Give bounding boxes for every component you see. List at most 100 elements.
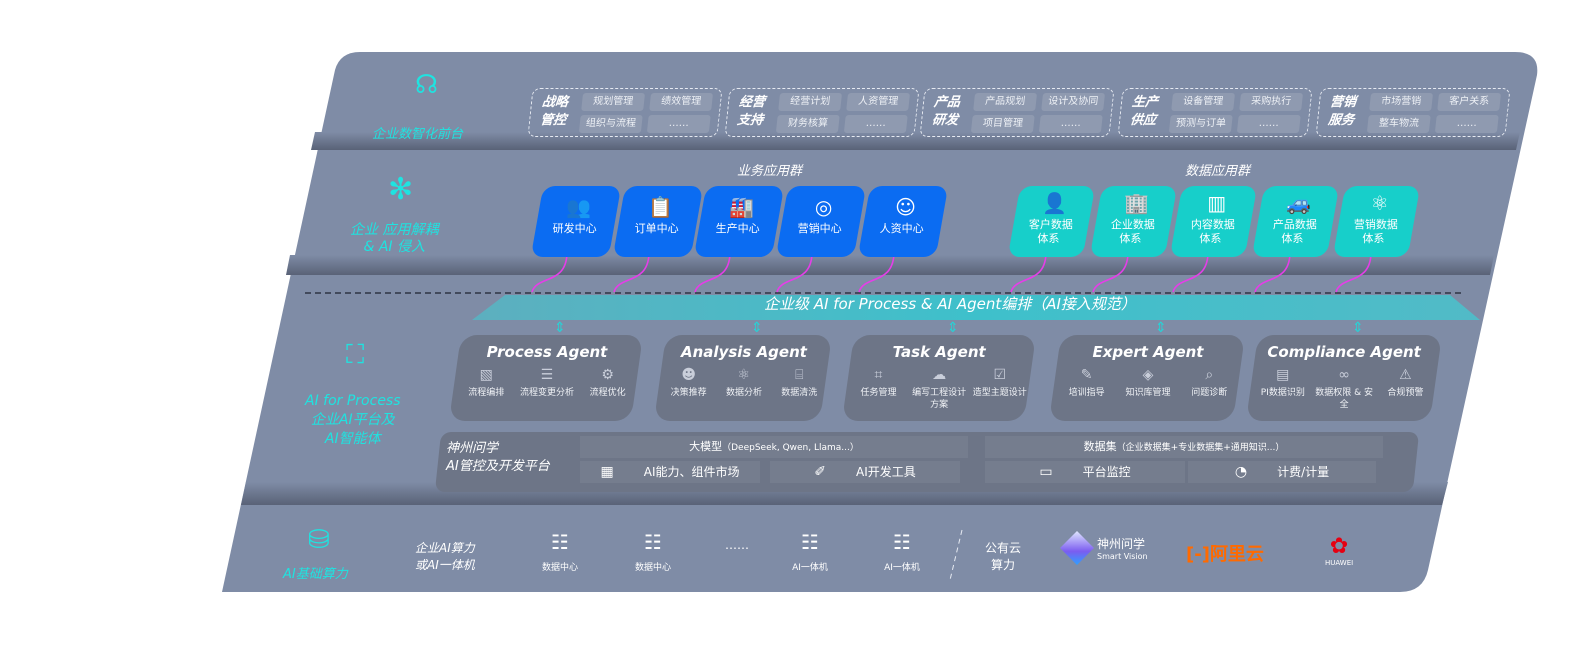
capability-item[interactable]: ∞ 数据权限 & 安全 (1314, 367, 1374, 411)
capability-item[interactable]: ☰ 流程变更分析 (517, 367, 577, 399)
module-chip[interactable]: 整车物流 (1366, 115, 1431, 133)
data-app-tile[interactable]: 🚙 产品数据 体系 (1251, 186, 1340, 257)
module-chip[interactable]: 绩效管理 (649, 93, 714, 111)
capability-label: 知识库管理 (1125, 388, 1171, 398)
agent-card[interactable]: Expert Agent ✎ 培训指导 ◈ 知识库管理 ⌕ 问题诊断 (1048, 335, 1246, 421)
module-chip[interactable]: 设备管理 (1171, 93, 1236, 111)
clean-icon: ⌸ (795, 367, 804, 383)
cloud-icon: ☁ (932, 367, 947, 383)
data-app-tile[interactable]: ⚛ 营销数据 体系 (1332, 186, 1421, 257)
capability-label: 问题诊断 (1191, 388, 1228, 398)
business-app-tile[interactable]: ☺ 人资中心 (857, 186, 949, 257)
apps-layer-label: 企业 应用解耦 & AI 侵入 (350, 222, 438, 256)
capability-item[interactable]: ☻ 决策推荐 (661, 367, 716, 399)
module-chip[interactable]: 采购执行 (1239, 93, 1304, 111)
module-chip[interactable]: 市场营销 (1369, 93, 1434, 111)
platform-cell[interactable]: ▦ AI能力、组件市场 (580, 461, 760, 483)
data-app-tile[interactable]: 🏢 企业数据 体系 (1089, 186, 1178, 257)
capability-item[interactable]: ⚙ 流程优化 (578, 367, 638, 399)
tile-label: 体系 (1037, 232, 1060, 245)
title-line: 支持 (736, 113, 764, 128)
capability-label: PI数据识别 (1260, 388, 1305, 398)
capability-item[interactable]: ⌗ 任务管理 (848, 367, 908, 411)
business-app-tile[interactable]: 📋 订单中心 (612, 186, 704, 257)
capability-item[interactable]: ◈ 知识库管理 (1118, 367, 1178, 399)
module-chip[interactable]: …… (1236, 115, 1301, 133)
node-label: 数据中心 (634, 563, 671, 573)
head-icon: ☻ (681, 367, 696, 383)
module-chip[interactable]: 预测与订单 (1168, 115, 1233, 133)
tile-label: 体系 (1362, 232, 1385, 245)
capability-item[interactable]: ☁ 编写工程设计方案 (909, 367, 969, 411)
business-app-tile[interactable]: 👥 研发中心 (530, 186, 622, 257)
node-label: 数据中心 (541, 563, 578, 573)
title-line: 或AI一体机 (415, 558, 475, 572)
tile-label: 研发中心 (552, 222, 597, 235)
diagnose-icon: ⌕ (1205, 367, 1214, 383)
agent-card[interactable]: Process Agent ▧ 流程编排 ☰ 流程变更分析 ⚙ 流程优化 (448, 335, 644, 421)
capability-item[interactable]: ▤ PI数据识别 (1253, 367, 1313, 411)
module-chip[interactable]: …… (1038, 115, 1103, 133)
connector-arrow (1335, 251, 1372, 293)
capability-label: 数据权限 & 安全 (1315, 388, 1373, 410)
module-chip[interactable]: …… (843, 115, 908, 133)
connector-arrow (1010, 251, 1047, 293)
front-group: 战略 管控 规划管理 绩效管理 组织与流程…… (527, 88, 723, 137)
title-line: 产品 (933, 95, 961, 110)
title-line: 企业AI算力 (415, 541, 475, 555)
platform-cell[interactable]: ◔ 计费/计量 (1188, 461, 1376, 483)
agent-capabilities: ▤ PI数据识别 ∞ 数据权限 & 安全 ⚠ 合规预警 (1252, 367, 1436, 411)
capability-item[interactable]: ⌕ 问题诊断 (1179, 367, 1239, 399)
capability-item[interactable]: ☑ 造型主题设计 (970, 367, 1030, 411)
module-chip[interactable]: 项目管理 (970, 115, 1035, 133)
agent-inner: Expert Agent ✎ 培训指导 ◈ 知识库管理 ⌕ 问题诊断 (1056, 343, 1240, 399)
capability-item[interactable]: ▧ 流程编排 (456, 367, 516, 399)
face-scan-icon: ⛶ (346, 340, 365, 370)
person-icon: ☺ (895, 195, 916, 219)
agent-card[interactable]: Analysis Agent ☻ 决策推荐 ⚛ 数据分析 ⌸ 数据清洗 (653, 335, 833, 421)
user-icon: 👤 (1042, 191, 1068, 215)
capability-item[interactable]: ✎ 培训指导 (1057, 367, 1117, 399)
module-chip[interactable]: 产品规划 (973, 93, 1038, 111)
private-compute-title: 企业AI算力 或AI一体机 (415, 540, 475, 574)
llm-row: 大模型（DeepSeek, Qwen, Llama...） (580, 436, 968, 458)
compute-node: ☷ AI一体机 (780, 530, 840, 573)
module-chip[interactable]: …… (646, 115, 711, 133)
module-chip[interactable]: 客户关系 (1437, 93, 1502, 111)
agent-card[interactable]: Task Agent ⌗ 任务管理 ☁ 编写工程设计方案 ☑ 造型主题设计 (841, 335, 1037, 421)
group-title: 战略 管控 (539, 94, 569, 130)
business-app-tile[interactable]: ◎ 营销中心 (775, 186, 867, 257)
target-icon: ◎ (814, 195, 833, 219)
title-line: 供应 (1129, 113, 1157, 128)
label-line: 企业AI平台及 (310, 412, 395, 428)
tile-label: 生产中心 (715, 222, 760, 235)
business-app-tile[interactable]: 🏭 生产中心 (693, 186, 785, 257)
front-group: 营销 服务 市场营销 客户关系 整车物流…… (1315, 88, 1511, 137)
module-chip[interactable]: 规划管理 (581, 93, 646, 111)
data-app-tile[interactable]: ▥ 内容数据 体系 (1169, 186, 1258, 257)
label-line: 企业 应用解耦 (350, 222, 439, 238)
tile-label: 产品数据 (1272, 218, 1317, 231)
module-chip[interactable]: 组织与流程 (578, 115, 643, 133)
platform-cell[interactable]: ✐ AI开发工具 (770, 461, 960, 483)
server-icon: ☷ (551, 530, 569, 554)
data-app-tile[interactable]: 👤 客户数据 体系 (1007, 186, 1096, 257)
module-chip[interactable]: 设计及协同 (1041, 93, 1106, 111)
node-label: AI一体机 (792, 563, 828, 573)
capability-item[interactable]: ⚛ 数据分析 (716, 367, 771, 399)
capability-item[interactable]: ⌸ 数据清洗 (772, 367, 827, 399)
checklist-icon: ☑ (993, 367, 1007, 383)
tile-label: 订单中心 (634, 222, 679, 235)
agent-card[interactable]: Compliance Agent ▤ PI数据识别 ∞ 数据权限 & 安全 ⚠ 合规预警 (1245, 335, 1443, 421)
module-chip[interactable]: 人资管理 (846, 93, 911, 111)
capability-label: 培训指导 (1068, 388, 1105, 398)
capability-item[interactable]: ⚠ 合规预警 (1375, 367, 1435, 411)
cell-label: 计费/计量 (1277, 465, 1330, 479)
module-chip[interactable]: …… (1434, 115, 1499, 133)
platform-cell[interactable]: ▭ 平台监控 (985, 461, 1185, 483)
module-chip[interactable]: 财务核算 (775, 115, 840, 133)
ai-layer-label: AI for Process 企业AI平台及 AI智能体 (305, 392, 401, 449)
bidirectional-arrow-icon: ⇕ (1155, 320, 1167, 336)
module-chip[interactable]: 经营计划 (778, 93, 843, 111)
clipboard-icon: 📋 (648, 195, 674, 219)
